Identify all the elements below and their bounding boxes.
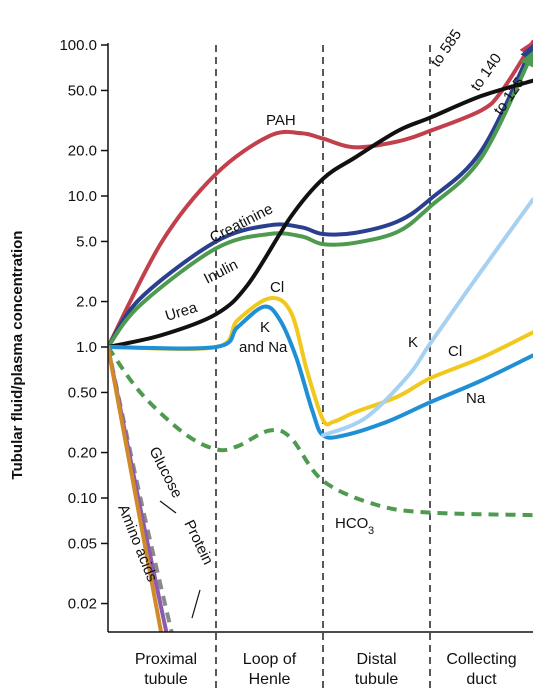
series-line-k bbox=[321, 197, 533, 438]
series-label-na: Na bbox=[466, 390, 486, 407]
series-line-pah bbox=[108, 39, 533, 349]
series-label-k-and-na-line2: and Na bbox=[239, 339, 288, 356]
curve-layer bbox=[108, 39, 533, 632]
series-label-pah: PAH bbox=[266, 112, 296, 129]
segment-label-proximal-line2: tubule bbox=[144, 671, 188, 688]
y-axis-title: Tubular fluid/plasma concentration bbox=[9, 231, 26, 480]
axis-layer: 100.0 50.0 20.0 10.0 5.0 2.0 1.0 0.50 0.20 0.10 0.… bbox=[9, 37, 533, 633]
y-tick-label: 50.0 bbox=[68, 82, 97, 99]
y-tick-label: 10.0 bbox=[68, 188, 97, 205]
segment-label-collecting-line2: duct bbox=[466, 671, 497, 688]
segment-label-distal-line2: tubule bbox=[355, 671, 399, 688]
series-line-cl bbox=[108, 296, 533, 427]
protein-leader-line bbox=[159, 500, 177, 514]
segment-label-collecting-line1: Collecting bbox=[446, 651, 516, 668]
y-tick-label: 5.0 bbox=[76, 233, 97, 250]
series-end-label-creatinine: to 140 bbox=[467, 50, 505, 94]
series-line-hco3 bbox=[108, 345, 533, 518]
series-arrowhead-inulin bbox=[520, 50, 533, 68]
segment-label-distal-line1: Distal bbox=[356, 651, 396, 668]
y-tick-label: 1.0 bbox=[76, 339, 97, 356]
series-line-inulin bbox=[108, 49, 533, 349]
y-tick-label: 0.50 bbox=[68, 384, 97, 401]
y-tick-label: 0.20 bbox=[68, 445, 97, 462]
series-label-cl: Cl bbox=[270, 279, 284, 296]
y-tick-label: 20.0 bbox=[68, 143, 97, 160]
series-line-creatinine bbox=[108, 43, 533, 349]
series-end-label-pah: to 585 bbox=[427, 26, 465, 70]
label-layer: Proximal tubule Loop of Henle Distal tubule Co… bbox=[114, 26, 528, 688]
series-label-protein: Protein bbox=[180, 517, 216, 567]
protein-leader-line-lower bbox=[191, 589, 201, 619]
segment-label-loop-line2: Henle bbox=[249, 671, 291, 688]
series-label-hco3-subscript: 3 bbox=[368, 525, 374, 537]
y-tick-label: 100.0 bbox=[59, 37, 97, 54]
y-tick-label: 0.10 bbox=[68, 490, 97, 507]
y-tick-label: 2.0 bbox=[76, 294, 97, 311]
y-tick-label: 0.05 bbox=[68, 535, 97, 552]
segment-label-proximal-line1: Proximal bbox=[135, 651, 197, 668]
segment-label-loop-line1: Loop of bbox=[243, 651, 297, 668]
series-line-amino-acids bbox=[108, 345, 164, 632]
series-line-urea bbox=[108, 78, 533, 349]
series-label-cl-right: Cl bbox=[448, 343, 462, 360]
series-label-inulin: Inulin bbox=[201, 256, 241, 287]
series-label-k: K bbox=[408, 334, 418, 351]
series-line-k-and-na bbox=[108, 304, 533, 440]
series-label-k-and-na: K bbox=[260, 319, 270, 336]
y-tick-label: 0.02 bbox=[68, 596, 97, 613]
series-label-hco3: HCO bbox=[335, 515, 368, 532]
series-label-glucose: Glucose bbox=[145, 444, 185, 501]
series-label-urea: Urea bbox=[163, 299, 200, 325]
